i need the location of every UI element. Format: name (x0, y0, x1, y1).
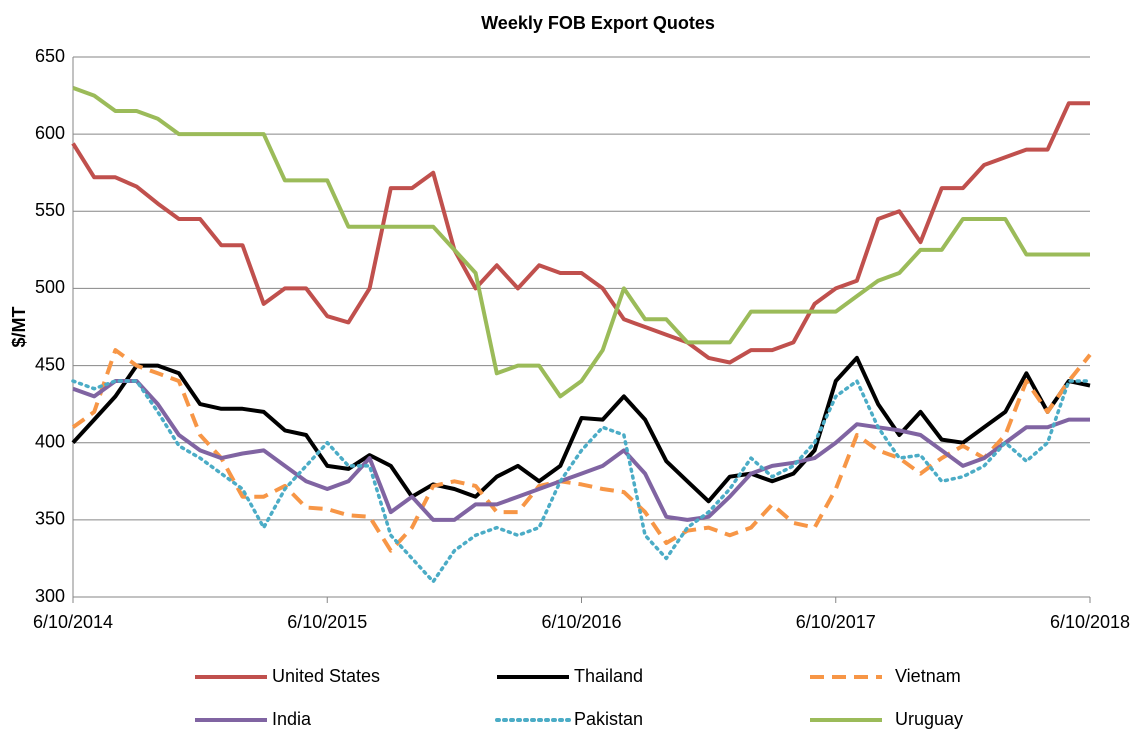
series-line (72, 379, 1090, 522)
y-tick-label: 550 (35, 200, 65, 220)
legend-label: United States (272, 666, 380, 686)
y-tick-label: 300 (35, 586, 65, 606)
series-line (71, 379, 1092, 584)
x-tick-label: 6/10/2017 (796, 612, 876, 632)
y-tick-label: 650 (35, 46, 65, 66)
x-tick-label: 6/10/2016 (541, 612, 621, 632)
series-line (71, 355, 1091, 504)
legend-label: Vietnam (895, 666, 961, 686)
y-tick-label: 400 (35, 431, 65, 451)
legend-label: India (272, 709, 312, 729)
x-tick-label: 6/10/2014 (33, 612, 113, 632)
y-tick-label: 350 (35, 509, 65, 529)
legend-label: Thailand (574, 666, 643, 686)
series-line (72, 86, 1090, 399)
y-tick-label: 500 (35, 277, 65, 297)
x-tick-label: 6/10/2018 (1050, 612, 1130, 632)
legend-label: Uruguay (895, 709, 963, 729)
x-tick-label: 6/10/2015 (287, 612, 367, 632)
chart-title: Weekly FOB Export Quotes (481, 13, 715, 33)
y-tick-label: 600 (35, 123, 65, 143)
y-axis-label: $/MT (9, 306, 29, 347)
legend-label: Pakistan (574, 709, 643, 729)
y-tick-label: 450 (35, 354, 65, 374)
series-line (71, 101, 1090, 365)
series-line (71, 348, 1092, 553)
